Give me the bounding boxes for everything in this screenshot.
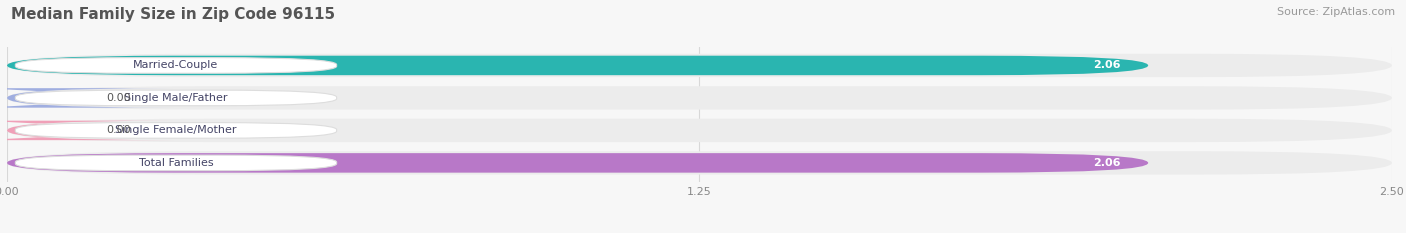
Text: Single Male/Father: Single Male/Father — [124, 93, 228, 103]
Text: Total Families: Total Families — [139, 158, 214, 168]
Text: 2.06: 2.06 — [1092, 60, 1121, 70]
FancyBboxPatch shape — [7, 86, 1392, 110]
FancyBboxPatch shape — [7, 56, 1149, 75]
FancyBboxPatch shape — [7, 151, 1392, 175]
Text: 2.06: 2.06 — [1092, 158, 1121, 168]
Text: Source: ZipAtlas.com: Source: ZipAtlas.com — [1277, 7, 1395, 17]
FancyBboxPatch shape — [7, 119, 1392, 142]
Text: Married-Couple: Married-Couple — [134, 60, 218, 70]
FancyBboxPatch shape — [7, 54, 1392, 77]
FancyBboxPatch shape — [0, 121, 173, 140]
FancyBboxPatch shape — [7, 153, 1149, 173]
FancyBboxPatch shape — [0, 88, 173, 108]
FancyBboxPatch shape — [15, 58, 336, 73]
Text: 0.00: 0.00 — [107, 125, 131, 135]
Text: 0.00: 0.00 — [107, 93, 131, 103]
FancyBboxPatch shape — [15, 123, 336, 138]
Text: Median Family Size in Zip Code 96115: Median Family Size in Zip Code 96115 — [11, 7, 336, 22]
FancyBboxPatch shape — [15, 90, 336, 106]
Text: Single Female/Mother: Single Female/Mother — [115, 125, 236, 135]
FancyBboxPatch shape — [15, 155, 336, 171]
